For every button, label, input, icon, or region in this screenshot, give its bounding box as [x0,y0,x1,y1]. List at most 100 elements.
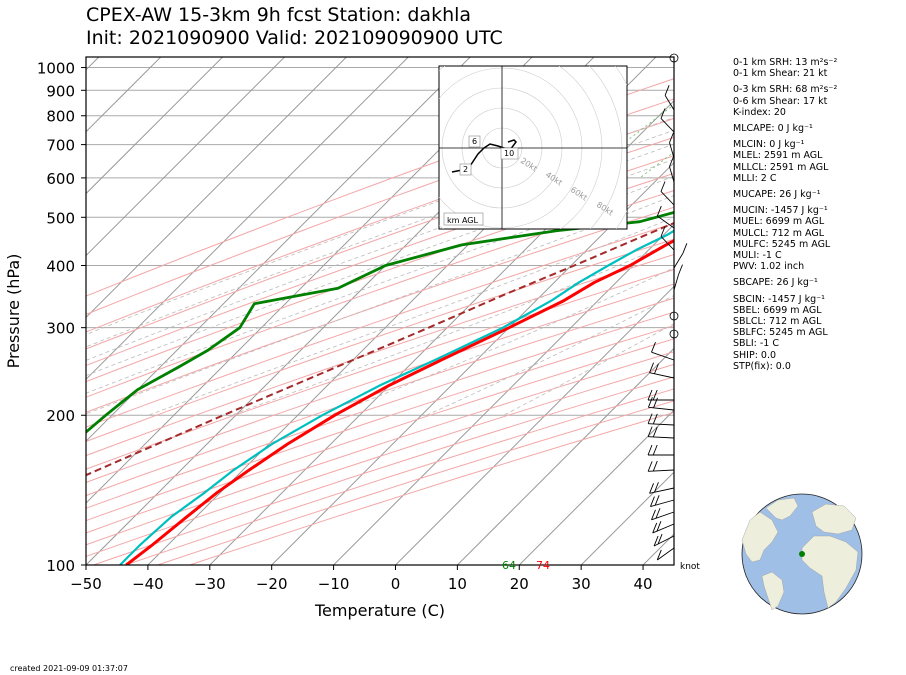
wind-barb-flag [653,535,659,547]
x-tick-label: −10 [318,575,350,593]
x-axis-label: Temperature (C) [314,601,445,620]
mixing-ratio-line [864,68,906,178]
isotherm [580,471,674,565]
moist-adiabat [86,117,674,336]
y-tick-label: 700 [46,137,75,155]
index-line: MULFC: 5245 m AGL [733,238,831,250]
wind-barb-flag [656,549,662,561]
wind-barb-flag [652,522,658,534]
wet_bulb-line [86,211,674,434]
index-line: MULI: -1 C [733,250,782,262]
dry-adiabat [86,238,674,442]
wind-barb-flag [647,426,653,437]
parcel-line [86,221,674,477]
sounding-indices: 0-1 km SRH: 13 m²s⁻² 0-1 km Shear: 21 kt 0… [733,57,837,372]
index-line: MLLCL: 2591 m AGL [733,161,829,173]
axis-ticks: −50 −40 −30 −20 −10 0 10 20 30 40 100 200 300 400 500 6… [37,60,653,593]
index-line: MLCAPE: 0 J kg⁻¹ [733,123,813,135]
y-tick-label: 1000 [37,60,75,78]
globe-land-north-america [741,511,779,563]
index-line: SBLCL: 712 m AGL [733,316,822,328]
index-line: MUCAPE: 26 J kg⁻¹ [733,189,821,201]
index-line: MLCIN: 0 J kg⁻¹ [733,139,805,151]
wind-barb [657,215,675,229]
globe-land-europe [811,503,857,535]
moist-adiabat [231,241,674,416]
wind-barb-flag [650,496,655,507]
x-tick-label: 0 [391,575,401,593]
isotherm [332,223,674,565]
index-line: 0-3 km SRH: 68 m²s⁻² [733,84,838,96]
wind-barb-flag [647,397,653,408]
moist-adiabat [426,295,674,416]
hodograph-box-label-frame [443,212,484,226]
wind-barb [648,423,675,426]
calm-wind-marker [669,329,679,339]
data-lines [86,211,674,565]
wind-barb-flag [655,508,661,519]
wind-barb-flag [669,156,674,167]
moist-adiabat [86,158,674,377]
index-line: K-index: 20 [733,106,786,118]
wind-barb-flag [654,482,659,493]
temperature-line [125,238,674,565]
dewpoint-line [119,229,674,565]
y-tick-label: 900 [46,82,75,100]
surface-dewpoint-label: 64 [502,559,516,572]
y-tick-label: 500 [46,209,75,227]
chart-title-line2: Init: 2021090900 Valid: 202109090900 UTC [86,27,503,49]
wind-barb [648,406,675,411]
hodograph-height-label-box [459,163,472,176]
dry-adiabat [86,222,674,428]
hodograph-height-label: 6 [472,137,477,146]
calm-wind-marker [669,53,679,63]
wind-barb-flag [652,444,658,456]
y-tick-label: 300 [46,320,75,338]
index-line: 0-6 km Shear: 17 kt [733,95,828,107]
moist-adiabat [86,175,674,394]
y-tick-label: 800 [46,108,75,126]
wind-barb [651,351,675,361]
wind-barb-flag [653,397,658,409]
wind-barb [669,142,675,159]
wind-units-label: knot [680,562,700,572]
x-tick-label: −20 [256,575,288,593]
wind-barb [650,499,675,508]
hodograph-height-label-box [468,135,481,148]
moist-adiabat [86,143,674,361]
wind-barb-flag [682,243,688,254]
moist-adiabat [329,267,674,416]
wind-barb [669,166,675,183]
index-line: SBLFC: 5245 m AGL [733,327,828,339]
index-line: MLLI: 2 C [733,172,777,184]
y-tick-label: 600 [46,170,75,188]
isotherm [394,285,674,565]
index-line: SBEL: 6699 m AGL [733,304,822,316]
index-line: MLEL: 2591 m AGL [733,150,823,162]
chart-title-line1: CPEX-AW 15-3km 9h fcst Station: dakhla [86,4,472,26]
wind-barb [664,95,675,111]
x-tick-label: −50 [70,575,102,593]
globe-land-greenland [765,497,799,521]
isotherm [86,57,471,442]
dry-adiabat [86,206,674,413]
hodograph-box-label: km AGL [447,216,479,225]
surface-temp-label: 74 [536,559,550,572]
index-line: SBCAPE: 26 J kg⁻¹ [733,277,818,289]
y-tick-label: 400 [46,257,75,275]
isotherm [456,347,674,565]
isotherm [86,57,162,133]
wind-barb-flag [656,205,662,217]
index-line: MUCIN: -1457 J kg⁻¹ [733,205,828,217]
dry-adiabat [86,325,674,522]
x-tick-label: 10 [448,575,467,593]
y-tick-label: 200 [46,407,75,425]
wind-barb-flag [654,363,659,374]
x-tick-label: 30 [572,575,591,593]
index-line: SBLI: -1 C [733,338,779,350]
wind-barb-flag [649,362,654,373]
index-line: SBCIN: -1457 J kg⁻¹ [733,293,825,305]
wind-barb [648,436,675,439]
